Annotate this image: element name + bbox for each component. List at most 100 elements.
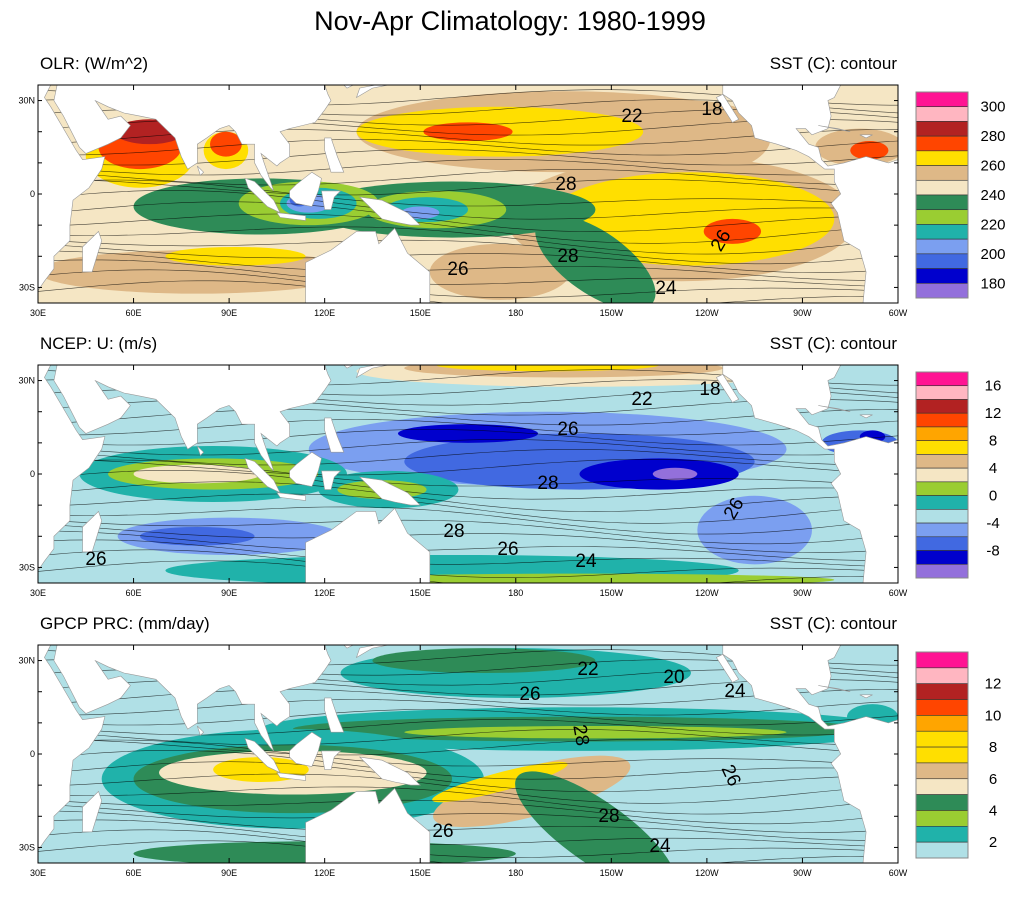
shaded-region [165, 246, 306, 266]
sst-contour-line [38, 761, 898, 792]
colorbar-box [915, 495, 969, 510]
lon-tick-label: 90E [221, 308, 237, 318]
sst-contour-line [38, 250, 898, 281]
land-mask [289, 731, 322, 767]
lon-tick-label: 150W [600, 308, 624, 318]
land-mask [715, 653, 740, 683]
contour-label: 18 [699, 379, 720, 400]
colorbar: 300 280 260 240 220 200 180 [915, 91, 1006, 299]
land-mask [818, 125, 851, 132]
sst-contour-line [38, 829, 898, 858]
panel-left-title: NCEP: U: (m/s) [40, 334, 157, 353]
sst-contour-line [38, 149, 898, 166]
colorbar-label: 0 [989, 488, 997, 505]
colorbar-box [915, 794, 969, 811]
colorbar-label: 6 [989, 771, 997, 788]
land-mask [82, 510, 103, 553]
lon-tick-label: 60E [126, 308, 142, 318]
lon-tick-label: 120E [314, 308, 335, 318]
lon-tick-label: 150W [600, 588, 624, 598]
colorbar-box [915, 550, 969, 565]
colorbar-box [915, 282, 969, 299]
colorbar-box [915, 238, 969, 255]
sst-contour-line [38, 213, 898, 244]
sst-contour-line [38, 739, 898, 756]
colorbar-box [915, 651, 969, 669]
land-mask [321, 470, 342, 490]
lon-tick-label: 150E [410, 868, 431, 878]
land-mask [358, 476, 421, 506]
lat-tick-label: 30N [18, 376, 35, 386]
contour-label: 26 [85, 549, 106, 570]
lon-tick-label: 180 [508, 308, 523, 318]
sst-contour-line [38, 280, 898, 303]
land-mask [715, 373, 740, 403]
colorbar-box [915, 683, 969, 700]
contour-label: 28 [537, 473, 558, 494]
land-mask [321, 750, 342, 770]
colorbar-box [915, 841, 969, 859]
colorbar-box [915, 91, 969, 108]
colorbar-box [915, 194, 969, 211]
land-mask [38, 85, 106, 292]
land-mask [324, 697, 345, 733]
colorbar-box [915, 385, 969, 400]
colorbar-label: 16 [985, 378, 1002, 395]
land-mask [343, 85, 354, 89]
land-mask [715, 93, 740, 123]
panel-right-title: SST (C): contour [770, 54, 898, 73]
panel-2: NCEP: U: (m/s) SST (C): contour 22 18 26 28 26… [18, 334, 1001, 598]
colorbar-label: 4 [989, 460, 997, 477]
sst-contour-line [38, 799, 898, 825]
lat-tick-label: 30N [18, 96, 35, 106]
sst-contour-line [38, 539, 898, 568]
colorbar-label: 8 [989, 739, 997, 756]
shaded-region [423, 122, 513, 142]
land-mask [38, 365, 106, 572]
contour-label: 18 [701, 99, 722, 120]
colorbar-label: 220 [980, 216, 1005, 233]
shaded-region [397, 424, 539, 443]
land-mask [324, 417, 345, 453]
colorbar-box [915, 746, 969, 764]
colorbar-box [915, 440, 969, 455]
sst-contour-line [38, 179, 898, 196]
land-mask [355, 85, 389, 99]
contour-label: 22 [631, 389, 652, 410]
contour-label: 26 [497, 539, 518, 560]
sst-contour-line [38, 719, 898, 736]
shaded-region [652, 467, 698, 481]
colorbar-box [915, 179, 969, 196]
colorbar-box [915, 371, 969, 387]
panel-right-title: SST (C): contour [770, 334, 898, 353]
land-mask [289, 451, 322, 487]
sst-contour-line [38, 201, 898, 232]
contour-label: 28 [443, 521, 464, 542]
sst-contour-line [38, 449, 898, 466]
colorbar-box [915, 426, 969, 441]
sst-contour-line [38, 439, 898, 456]
land-mask [53, 645, 332, 752]
land-mask [38, 645, 106, 852]
sst-contour-line [38, 549, 898, 578]
land-mask [244, 737, 281, 774]
shaded-region [697, 495, 813, 565]
shaded-region [515, 771, 676, 863]
colorbar-label: 260 [980, 158, 1005, 175]
shaded-region [703, 218, 762, 244]
land-mask [818, 685, 851, 692]
colorbar: 12 10 8 6 4 2 [915, 651, 1001, 859]
panel-left-title: GPCP PRC: (mm/day) [40, 614, 210, 633]
colorbar: 16 12 8 4 0 -4 -8 [915, 371, 1002, 579]
shaded-region [139, 526, 255, 546]
contour-label: 28 [555, 174, 576, 195]
lon-tick-label: 90E [221, 588, 237, 598]
colorbar-box [915, 121, 969, 137]
colorbar-box [915, 730, 969, 748]
colorbar-box [915, 699, 969, 716]
sst-contour-line [38, 226, 898, 255]
land-mask [305, 787, 431, 863]
lat-tick-label: 0 [30, 189, 35, 199]
colorbar-label: 8 [989, 433, 997, 450]
